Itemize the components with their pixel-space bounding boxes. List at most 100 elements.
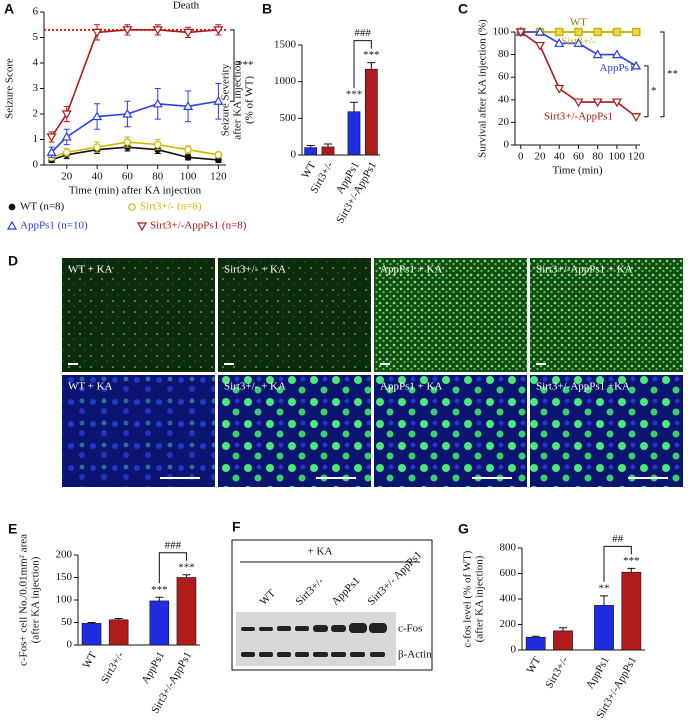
panel-letter: A [4, 1, 14, 17]
marker [574, 27, 583, 37]
x-tick-label: 120 [210, 171, 227, 183]
image-label: WT + KA [68, 264, 113, 276]
bar [553, 630, 573, 651]
y-tick-label: 1500 [274, 39, 297, 51]
image-label: Sirt3+/-AppPs1 +KA [536, 381, 630, 393]
series-label: AppPs1 [600, 62, 635, 74]
bracket-label: ** [667, 68, 678, 80]
x-tick-label: 120 [628, 151, 645, 163]
bar [81, 623, 102, 646]
x-tick-label: 0 [518, 151, 524, 163]
marker [92, 28, 103, 38]
bracket [353, 40, 372, 89]
y-tick-label: 600 [500, 567, 517, 579]
marker [123, 138, 132, 146]
y-tick-label: 2 [33, 108, 39, 120]
image-label: Sirt3+/- + KA [224, 381, 286, 393]
marker [534, 41, 546, 51]
x-tick-label: 80 [592, 151, 604, 163]
panel-letter: C [458, 1, 468, 17]
marker [592, 49, 603, 59]
y-tick-label: 100 [493, 26, 510, 38]
y-tick-label: 0 [33, 159, 39, 171]
bar [321, 146, 335, 156]
marker [554, 84, 565, 94]
error-bar [324, 143, 332, 147]
y-axis-label: after KA injection [232, 60, 244, 140]
y-tick-label: 150 [56, 571, 73, 583]
marker [61, 131, 72, 141]
marker [554, 38, 565, 47]
x-tick-label: Sirt3+/- [99, 649, 127, 685]
bracket-label: * [651, 85, 657, 97]
marker [184, 145, 192, 154]
y-axis-label: Survival after KA injection (%) [477, 19, 489, 158]
y-tick-label: 60 [498, 71, 510, 83]
y-tick-label: 1000 [274, 75, 297, 87]
panel-d-labels: D WT + KA Sirt3+/- + KA AppPs1 + KA Sirt… [8, 253, 633, 393]
marker [184, 153, 192, 161]
marker [152, 98, 163, 108]
image [62, 258, 215, 372]
bracket [230, 29, 235, 102]
image-label: AppPs1 + KA [380, 381, 442, 393]
marker [631, 60, 642, 70]
scale-bars [68, 363, 668, 479]
marker [632, 27, 641, 37]
marker [611, 49, 622, 59]
y-axis-label: (% of WT) [244, 76, 256, 124]
marker [612, 27, 622, 37]
x-tick-label: 40 [554, 151, 566, 163]
error-bar [531, 635, 540, 638]
y-tick-label: 6 [33, 6, 39, 18]
band-label: β-Actin [398, 649, 432, 661]
marker [61, 110, 72, 120]
significance: *** [363, 49, 380, 61]
error-bar [559, 627, 567, 631]
panel-f: F + KA WT Sirt3+/- AppPs1 Sirt3+/- AppPs… [231, 519, 433, 671]
x-axis-label: Time (min) [552, 165, 602, 177]
image-label: Sirt3+/-AppPs1 + KA [536, 264, 633, 276]
significance: *** [346, 89, 363, 101]
image [530, 375, 683, 487]
marker [213, 26, 224, 36]
y-tick-label: 200 [500, 618, 517, 630]
series-line [51, 146, 219, 161]
bracket-label: ### [354, 27, 371, 39]
y-tick-label: 0 [67, 639, 73, 651]
y-axis-label: Seizure Severity [220, 63, 232, 136]
y-tick-label: 4 [33, 57, 39, 69]
error-bar [600, 595, 608, 606]
x-tick-label: 20 [535, 151, 547, 163]
error-bar [87, 622, 96, 624]
x-tick-label: 100 [609, 151, 626, 163]
legend-label: AppPs1 (n=10) [20, 220, 88, 232]
y-axis-label: (after KA injection) [30, 556, 42, 643]
marker [555, 27, 564, 37]
marker [213, 96, 224, 105]
blot-frame [231, 539, 433, 671]
marker [631, 113, 642, 122]
panel-d-images [62, 258, 683, 487]
image [374, 258, 527, 372]
marker [183, 101, 194, 110]
panel-letter: F [232, 519, 241, 535]
bar [525, 636, 546, 651]
series-label: Sirt3+/-AppPs1 [544, 110, 613, 122]
series-label: WT [570, 17, 587, 29]
image-label: Sirt3+/- + KA [224, 264, 286, 276]
y-axis-label: Seizure Score [4, 58, 16, 119]
x-tick-label: 80 [152, 171, 164, 183]
marker [122, 108, 133, 118]
treatment-label: + KA [308, 546, 333, 558]
y-tick-label: 3 [33, 82, 39, 94]
series-line [51, 141, 219, 159]
band-label: c-Fos [398, 623, 422, 635]
legend-label: Sirt3+/-AppPs1 (n=8) [150, 220, 247, 232]
marker [573, 98, 584, 108]
bar [594, 605, 614, 651]
y-tick-label: 800 [500, 542, 517, 554]
y-tick-label: 5 [33, 31, 39, 43]
image [218, 258, 371, 372]
error-bar [367, 62, 376, 70]
